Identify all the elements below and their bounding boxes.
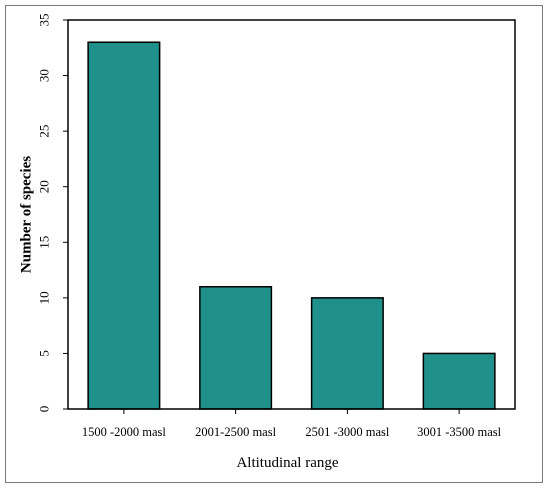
y-tick-label: 25	[37, 125, 52, 138]
x-tick-label: 2001-2500 masl	[195, 425, 276, 439]
bar	[87, 41, 161, 410]
y-tick-label: 30	[37, 69, 52, 82]
x-axis-labels: 1500 -2000 masl 2001-2500 masl 2501 -3000 …	[82, 409, 502, 439]
y-axis: 0 5 10 15 20 25 30 35	[37, 14, 68, 413]
bar	[199, 285, 273, 410]
y-tick-label: 20	[37, 180, 52, 193]
y-tick-label: 15	[37, 236, 52, 249]
y-tick-label: 35	[37, 14, 52, 27]
x-axis-title: Altitudinal range	[236, 455, 338, 471]
bar	[310, 297, 384, 410]
y-tick-label: 5	[37, 350, 52, 357]
y-tick-label: 10	[37, 291, 52, 304]
bar	[422, 352, 496, 410]
x-tick-label: 3001 -3500 masl	[417, 425, 502, 439]
y-axis-title: Number of species	[18, 156, 34, 273]
x-tick-label: 2501 -3000 masl	[305, 425, 390, 439]
bars-group	[87, 41, 496, 410]
plot-border	[67, 19, 516, 410]
x-tick-label: 1500 -2000 masl	[82, 425, 167, 439]
y-tick-label: 0	[37, 406, 52, 413]
